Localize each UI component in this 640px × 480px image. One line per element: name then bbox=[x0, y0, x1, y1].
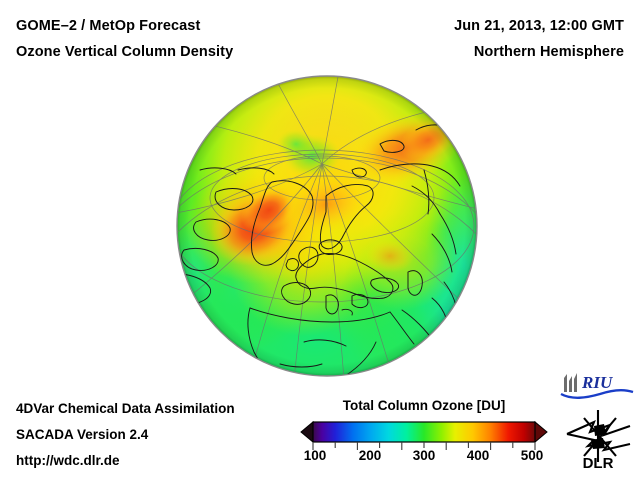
website-url[interactable]: http://wdc.dlr.de bbox=[16, 453, 120, 468]
colorbar-low-arrow bbox=[300, 420, 314, 444]
ozone-field bbox=[177, 76, 477, 376]
colorbar-svg bbox=[300, 420, 548, 450]
hemisphere-label: Northern Hemisphere bbox=[473, 44, 624, 60]
version-label: SACADA Version 2.4 bbox=[16, 427, 149, 442]
colorbar-high-arrow bbox=[534, 420, 548, 444]
riu-logo: RIU bbox=[560, 373, 634, 399]
colorbar-tick-label: 400 bbox=[466, 448, 490, 463]
colorbar-tick-labels: 100 200 300 400 500 bbox=[300, 448, 548, 468]
globe-outline bbox=[176, 75, 478, 377]
riu-logo-text: RIU bbox=[581, 373, 613, 392]
riu-wave-icon bbox=[560, 389, 634, 399]
valid-time-label: Jun 21, 2013, 12:00 GMT bbox=[454, 18, 624, 34]
dlr-logo-text: DLR bbox=[583, 455, 614, 470]
colorbar-tick-label: 200 bbox=[358, 448, 382, 463]
method-label: 4DVar Chemical Data Assimilation bbox=[16, 401, 235, 416]
ozone-globe-svg bbox=[176, 75, 478, 377]
dlr-logo: DLR bbox=[566, 410, 631, 470]
colorbar-tick-label: 100 bbox=[303, 448, 327, 463]
riu-towers-icon bbox=[564, 373, 577, 392]
colorbar-tick-label: 300 bbox=[412, 448, 436, 463]
colorbar-ticks bbox=[312, 442, 536, 450]
dlr-eagle-fill bbox=[591, 424, 606, 449]
globe-map bbox=[176, 74, 480, 380]
colorbar: Total Column Ozone [DU] bbox=[300, 398, 548, 476]
page-subtitle: Ozone Vertical Column Density bbox=[16, 44, 234, 60]
colorbar-title: Total Column Ozone [DU] bbox=[342, 398, 506, 413]
colorbar-gradient bbox=[312, 421, 536, 443]
colorbar-tick-label: 500 bbox=[520, 448, 544, 463]
page-title: GOME–2 / MetOp Forecast bbox=[16, 18, 201, 34]
